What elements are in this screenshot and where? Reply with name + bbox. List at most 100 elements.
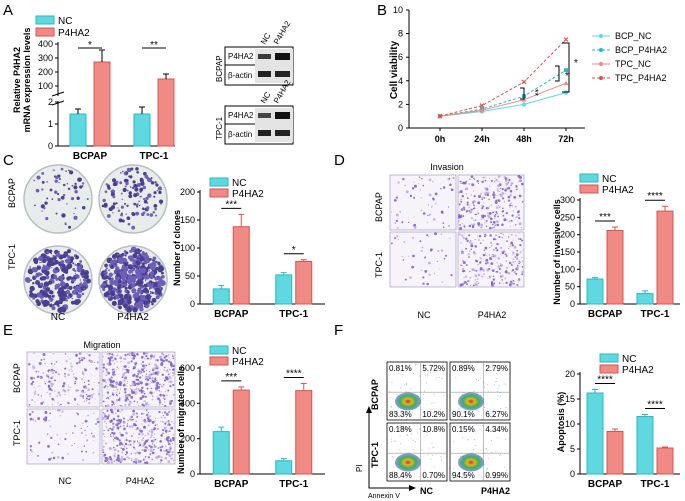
y-tick-label-1: 50	[185, 271, 195, 281]
col-label-p4ha2: P4HA2	[117, 312, 149, 323]
cell-population	[458, 453, 484, 472]
bar-BCPAP-NC	[586, 278, 604, 305]
x-tick-label-0: BCPAP	[214, 309, 249, 320]
micrograph-tile-3	[457, 231, 525, 288]
row-label-bcpap: BCPAP	[374, 192, 384, 222]
y-tick-label-4: 20	[565, 369, 575, 379]
x-tick-label-0: BCPAP	[588, 309, 623, 320]
quadrant-value-2: 83.3%	[389, 410, 412, 419]
image-title: Migration	[83, 340, 120, 350]
point-TPC_NC-24h	[479, 107, 485, 113]
image-title: Invasion	[430, 162, 464, 172]
legend-label-nc: NC	[58, 16, 72, 27]
flow-plot-1: 0.89% 2.79% 90.1% 6.27%	[449, 361, 511, 421]
bar-tpc-nc	[133, 113, 151, 147]
quadrant-value-0: 0.18%	[389, 425, 412, 434]
micrograph-tile-1	[457, 174, 525, 231]
legend-label-3: TPC_P4HA2	[615, 73, 667, 83]
y-tick-label-1: 200	[180, 434, 195, 444]
y-tick-label-3: 600	[180, 363, 195, 373]
blot-band-nc-actin	[258, 130, 271, 136]
quadrant-value-1: 10.8%	[422, 425, 445, 434]
western-blot-bcpap: NC P4HA2 BCPAP P4HA2 β-actin	[215, 19, 294, 86]
legend-swatch-0	[579, 173, 599, 183]
y-tick-label-2: 4	[398, 76, 403, 86]
panel-label-b: B	[377, 2, 387, 19]
bar-TPC-1-P4HA2	[656, 210, 674, 305]
western-blot-tpc: NC P4HA2 TPC-1 P4HA2 β-actin	[215, 78, 294, 145]
blot-band-p4ha2-p4ha2	[275, 112, 290, 119]
sig-48h: **	[530, 89, 540, 97]
y-tick-lower-0: 0	[48, 141, 53, 151]
bar-bcpap-p4ha2	[93, 61, 111, 147]
micrograph-tiles	[389, 174, 525, 288]
petri-dishes	[23, 164, 168, 315]
y-tick-label-0: 0	[190, 469, 195, 479]
panel-label-d: D	[334, 152, 345, 169]
sig-label-0: ***	[225, 199, 237, 210]
x-tick-label-1: 24h	[474, 134, 490, 144]
row-label-tpc: TPC-1	[374, 252, 384, 278]
x-tick-label-1: TPC-1	[641, 309, 670, 320]
y-tick-label-2: 400	[180, 398, 195, 408]
x-tick-bcpap: BCPAP	[73, 151, 108, 162]
blot-band-label-actin: β-actin	[228, 71, 252, 80]
quadrant-value-2: 94.5%	[452, 471, 475, 480]
petri-dish-1	[98, 164, 168, 234]
panel-a-bar-chart: NC P4HA2 Relative P4HA2mRNA expression l…	[12, 15, 175, 162]
legend-swatch-p4ha2	[35, 27, 55, 37]
blot-band-p4ha2-actin	[275, 130, 290, 136]
blot-band-p4ha2-actin	[275, 71, 290, 77]
y-tick-label-2: 100	[180, 243, 195, 253]
y-axis-label: Number of clones	[172, 210, 182, 286]
y-tick-upper-0: 100	[38, 81, 53, 91]
bar-TPC-1-P4HA2	[295, 390, 313, 475]
point-TPC_NC-72h	[563, 80, 569, 86]
y-tick-upper-1: 200	[38, 67, 53, 77]
point-TPC_P4HA2-0h	[437, 113, 443, 119]
blot-lane-nc: NC	[259, 31, 273, 46]
legend-label-1: P4HA2	[622, 365, 654, 376]
flow-plot-0: 0.81% 5.72% 83.3% 10.2%	[386, 361, 448, 421]
sig-label-1: ****	[647, 400, 663, 411]
col-label-p4ha2: P4HA2	[481, 486, 510, 496]
y-tick-label-1: 2	[398, 99, 403, 109]
panel-label-c: C	[3, 152, 14, 169]
legend-swatch-1	[209, 356, 229, 366]
cell-population	[395, 453, 421, 472]
y-tick-label-3: 150	[180, 215, 195, 225]
cell-population	[458, 392, 484, 411]
y-tick-upper-3: 400	[38, 39, 53, 49]
bar-BCPAP-P4HA2	[606, 431, 624, 475]
legend-swatch-1	[209, 188, 229, 198]
quadrant-value-3: 0.99%	[485, 471, 508, 480]
y-tick-label-1: 50	[565, 282, 575, 292]
bar-TPC-1-NC	[636, 416, 654, 475]
micrograph-tile-1	[101, 351, 176, 408]
col-label-nc: NC	[418, 310, 431, 320]
bar-tpc-p4ha2	[157, 78, 175, 147]
legend-swatch-1	[579, 184, 599, 194]
blot-row-label: TPC-1	[215, 116, 224, 140]
sig-label-0: ***	[599, 212, 611, 223]
micrograph-tile-2	[389, 231, 457, 288]
quadrant-value-0: 0.89%	[452, 364, 475, 373]
x-tick-label-1: TPC-1	[641, 479, 670, 490]
y-tick-label-5: 10	[393, 5, 403, 15]
bar-BCPAP-P4HA2	[232, 389, 250, 475]
micrograph-tiles	[26, 351, 176, 465]
blot-band-nc-p4ha2	[258, 113, 271, 118]
petri-dish-0	[23, 164, 93, 234]
quadrant-value-2: 88.4%	[389, 471, 412, 480]
point-TPC_P4HA2-24h	[479, 103, 485, 109]
legend-swatch-0	[209, 177, 229, 187]
panel-e-migration-images: Migration BCPAP TPC-1 NC P4HA2	[12, 340, 176, 486]
y-tick-lower-1: 1	[48, 119, 53, 129]
y-tick-label-6: 300	[560, 195, 575, 205]
y-axis-label: Apoptosis (%)	[556, 392, 566, 453]
petri-dish-2	[23, 245, 93, 315]
